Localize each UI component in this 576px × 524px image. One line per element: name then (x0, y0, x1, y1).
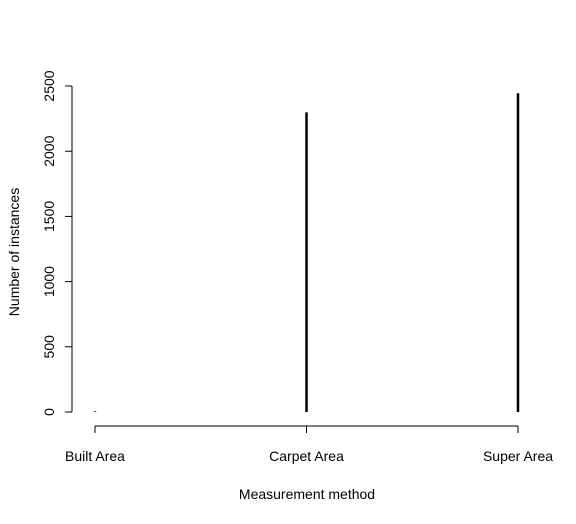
y-tick-label: 1500 (41, 201, 57, 232)
bars-group (93, 93, 520, 412)
x-axis-title: Measurement method (239, 486, 375, 502)
x-tick-label: Carpet Area (269, 448, 344, 464)
x-tick-label: Built Area (65, 448, 125, 464)
y-tick-label: 0 (41, 408, 57, 416)
x-tick-label: Super Area (483, 448, 553, 464)
y-tick-label: 2500 (41, 70, 57, 101)
y-axis-title: Number of instances (6, 188, 22, 316)
y-axis: 0 500 1000 1500 2000 2500 (41, 70, 73, 416)
y-tick-label: 500 (41, 335, 57, 359)
y-tick-label: 1000 (41, 266, 57, 297)
y-tick-label: 2000 (41, 135, 57, 166)
x-axis: Built Area Carpet Area Super Area (65, 425, 553, 464)
